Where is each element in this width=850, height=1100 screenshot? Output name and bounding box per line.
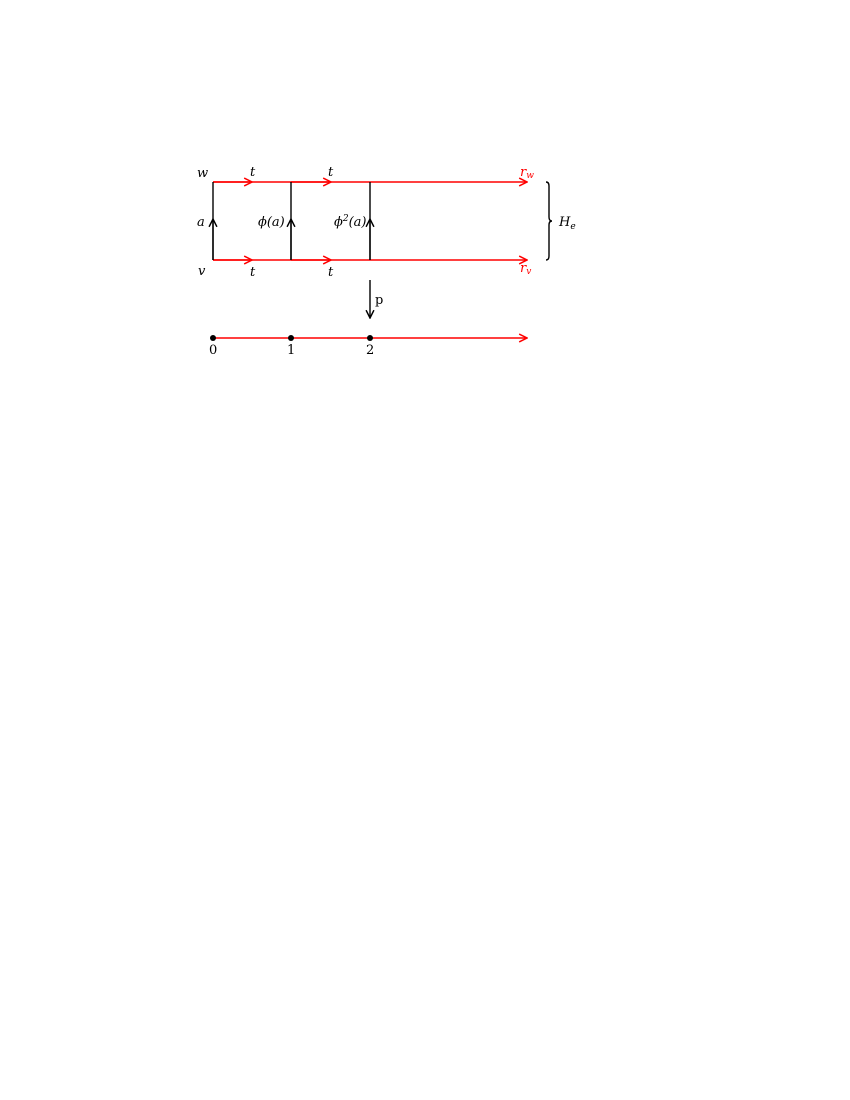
label-t: t — [328, 165, 334, 180]
label-r-v: rv — [520, 261, 531, 277]
tick-label-0: 0 — [209, 343, 217, 358]
point-0 — [210, 335, 216, 341]
label-w: w — [197, 166, 208, 181]
point-1 — [288, 335, 294, 341]
label-t: t — [250, 265, 256, 280]
label-v: v — [198, 264, 206, 279]
label-r-w: rw — [520, 165, 534, 181]
brace — [545, 181, 553, 261]
label-t: t — [328, 265, 334, 280]
label-H-e: He — [558, 215, 576, 232]
tick-label-1: 1 — [287, 343, 295, 358]
label-a: a — [197, 215, 205, 230]
label-phi-a: ϕ(a) — [258, 215, 285, 230]
label-phi2-a: ϕ2(a) — [334, 214, 367, 230]
label-t: t — [250, 165, 256, 180]
tick-label-2: 2 — [366, 343, 374, 358]
vertical-edges — [213, 182, 370, 260]
label-p: p — [375, 293, 383, 308]
point-2 — [367, 335, 373, 341]
